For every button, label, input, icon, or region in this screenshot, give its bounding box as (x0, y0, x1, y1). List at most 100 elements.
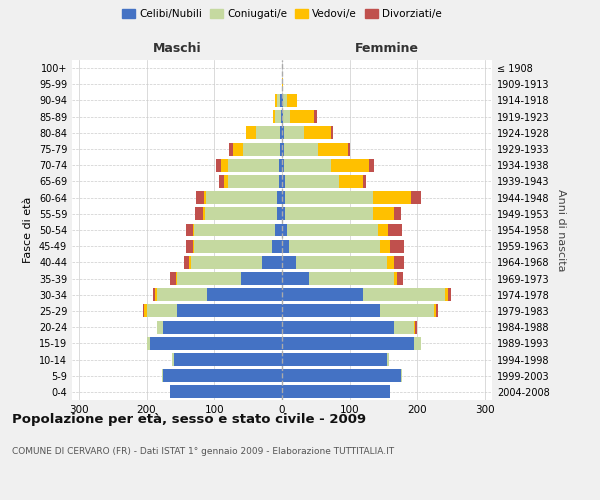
Bar (286, 208, 373, 220)
Bar (145, 304, 146, 318)
Bar (177, 304, 282, 318)
Bar (415, 320, 417, 334)
Bar (282, 272, 309, 285)
Bar (278, 159, 282, 172)
Bar (394, 272, 397, 285)
Bar (394, 208, 401, 220)
Bar (296, 256, 387, 269)
Bar (282, 320, 394, 334)
Bar (282, 191, 286, 204)
Bar (194, 240, 272, 252)
Bar (282, 224, 287, 236)
Bar (193, 240, 194, 252)
Bar (275, 224, 282, 236)
Bar (380, 304, 434, 318)
Bar (155, 288, 157, 301)
Bar (219, 175, 224, 188)
Bar (314, 110, 317, 123)
Bar (363, 288, 445, 301)
Bar (228, 175, 278, 188)
Bar (282, 208, 286, 220)
Bar (157, 288, 208, 301)
Bar (277, 94, 280, 107)
Bar (186, 240, 193, 252)
Bar (282, 94, 283, 107)
Bar (195, 208, 203, 220)
Bar (233, 142, 243, 156)
Bar (191, 256, 262, 269)
Bar (401, 369, 402, 382)
Bar (282, 353, 387, 366)
Bar (176, 272, 177, 285)
Bar (282, 369, 401, 382)
Bar (143, 304, 145, 318)
Bar (146, 337, 150, 350)
Bar (215, 159, 221, 172)
Bar (318, 142, 349, 156)
Bar (339, 175, 362, 188)
Bar (170, 386, 282, 398)
Bar (206, 191, 277, 204)
Bar (284, 159, 331, 172)
Bar (163, 320, 282, 334)
Bar (277, 191, 282, 204)
Bar (388, 224, 402, 236)
Text: Popolazione per età, sesso e stato civile - 2009: Popolazione per età, sesso e stato civil… (12, 412, 366, 426)
Bar (256, 126, 280, 140)
Bar (193, 224, 194, 236)
Bar (448, 288, 451, 301)
Bar (170, 272, 176, 285)
Bar (205, 208, 277, 220)
Bar (282, 175, 285, 188)
Bar (286, 191, 373, 204)
Bar (186, 224, 193, 236)
Bar (275, 94, 277, 107)
Bar (280, 142, 282, 156)
Bar (277, 208, 282, 220)
Bar (162, 369, 163, 382)
Bar (391, 240, 404, 252)
Bar (246, 126, 256, 140)
Text: COMUNE DI CERVARO (FR) - Dati ISTAT 1° gennaio 2009 - Elaborazione TUTTITALIA.IT: COMUNE DI CERVARO (FR) - Dati ISTAT 1° g… (12, 448, 394, 456)
Bar (194, 224, 275, 236)
Bar (189, 256, 191, 269)
Bar (362, 175, 366, 188)
Bar (153, 288, 155, 301)
Bar (397, 272, 403, 285)
Bar (150, 337, 282, 350)
Bar (228, 159, 278, 172)
Bar (285, 175, 339, 188)
Bar (411, 191, 421, 204)
Bar (387, 353, 389, 366)
Bar (163, 369, 282, 382)
Bar (369, 159, 374, 172)
Bar (287, 224, 378, 236)
Bar (373, 208, 394, 220)
Bar (282, 256, 296, 269)
Bar (289, 240, 380, 252)
Y-axis label: Anni di nascita: Anni di nascita (556, 188, 566, 271)
Bar (229, 142, 233, 156)
Bar (272, 110, 275, 123)
Bar (387, 256, 394, 269)
Bar (280, 126, 282, 140)
Bar (146, 304, 177, 318)
Bar (284, 126, 304, 140)
Bar (157, 320, 163, 334)
Bar (284, 142, 318, 156)
Bar (282, 288, 363, 301)
Legend: Celibi/Nubili, Coniugati/e, Vedovi/e, Divorziati/e: Celibi/Nubili, Coniugati/e, Vedovi/e, Di… (118, 5, 446, 24)
Bar (378, 224, 388, 236)
Bar (173, 353, 282, 366)
Bar (380, 240, 391, 252)
Bar (331, 159, 369, 172)
Bar (304, 126, 331, 140)
Text: Femmine: Femmine (355, 42, 419, 55)
Bar (282, 304, 380, 318)
Bar (221, 159, 228, 172)
Y-axis label: Fasce di età: Fasce di età (23, 197, 33, 263)
Bar (394, 320, 414, 334)
Bar (262, 256, 282, 269)
Bar (283, 110, 290, 123)
Bar (282, 386, 391, 398)
